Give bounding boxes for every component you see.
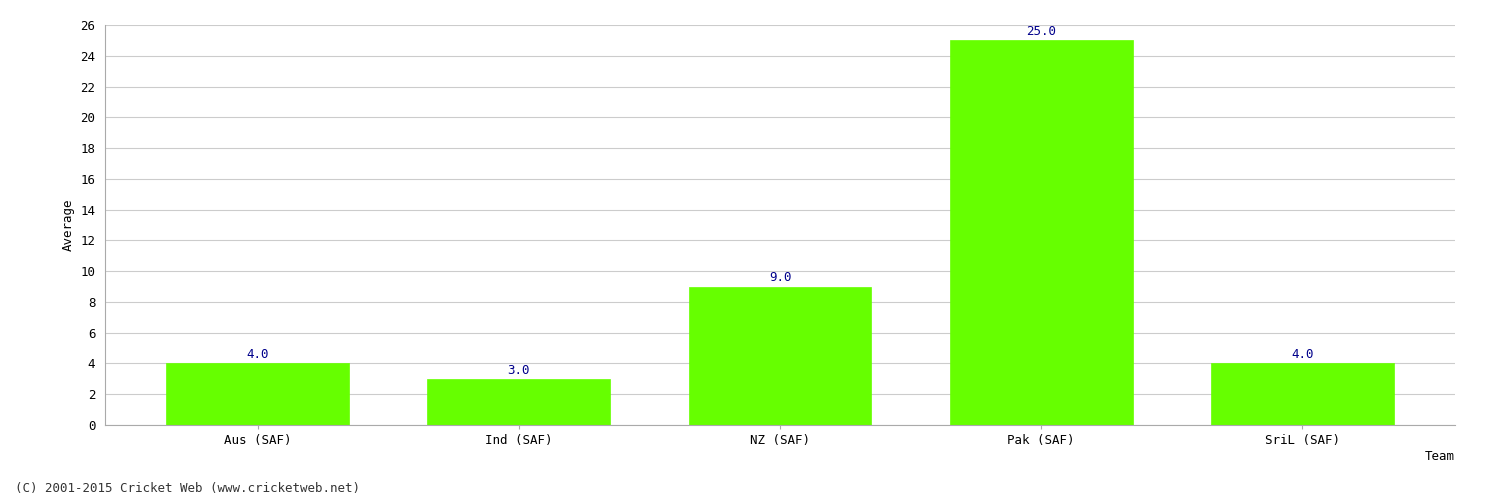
Text: 25.0: 25.0 bbox=[1026, 25, 1056, 38]
Text: 4.0: 4.0 bbox=[246, 348, 268, 361]
Text: (C) 2001-2015 Cricket Web (www.cricketweb.net): (C) 2001-2015 Cricket Web (www.cricketwe… bbox=[15, 482, 360, 495]
Bar bbox=[950, 40, 1132, 425]
Text: 4.0: 4.0 bbox=[1292, 348, 1314, 361]
Y-axis label: Average: Average bbox=[62, 198, 75, 251]
Bar bbox=[1210, 364, 1394, 425]
Text: 3.0: 3.0 bbox=[507, 364, 530, 376]
X-axis label: Team: Team bbox=[1425, 450, 1455, 463]
Text: 9.0: 9.0 bbox=[768, 271, 792, 284]
Bar bbox=[427, 379, 610, 425]
Bar bbox=[166, 364, 350, 425]
Bar bbox=[688, 286, 871, 425]
